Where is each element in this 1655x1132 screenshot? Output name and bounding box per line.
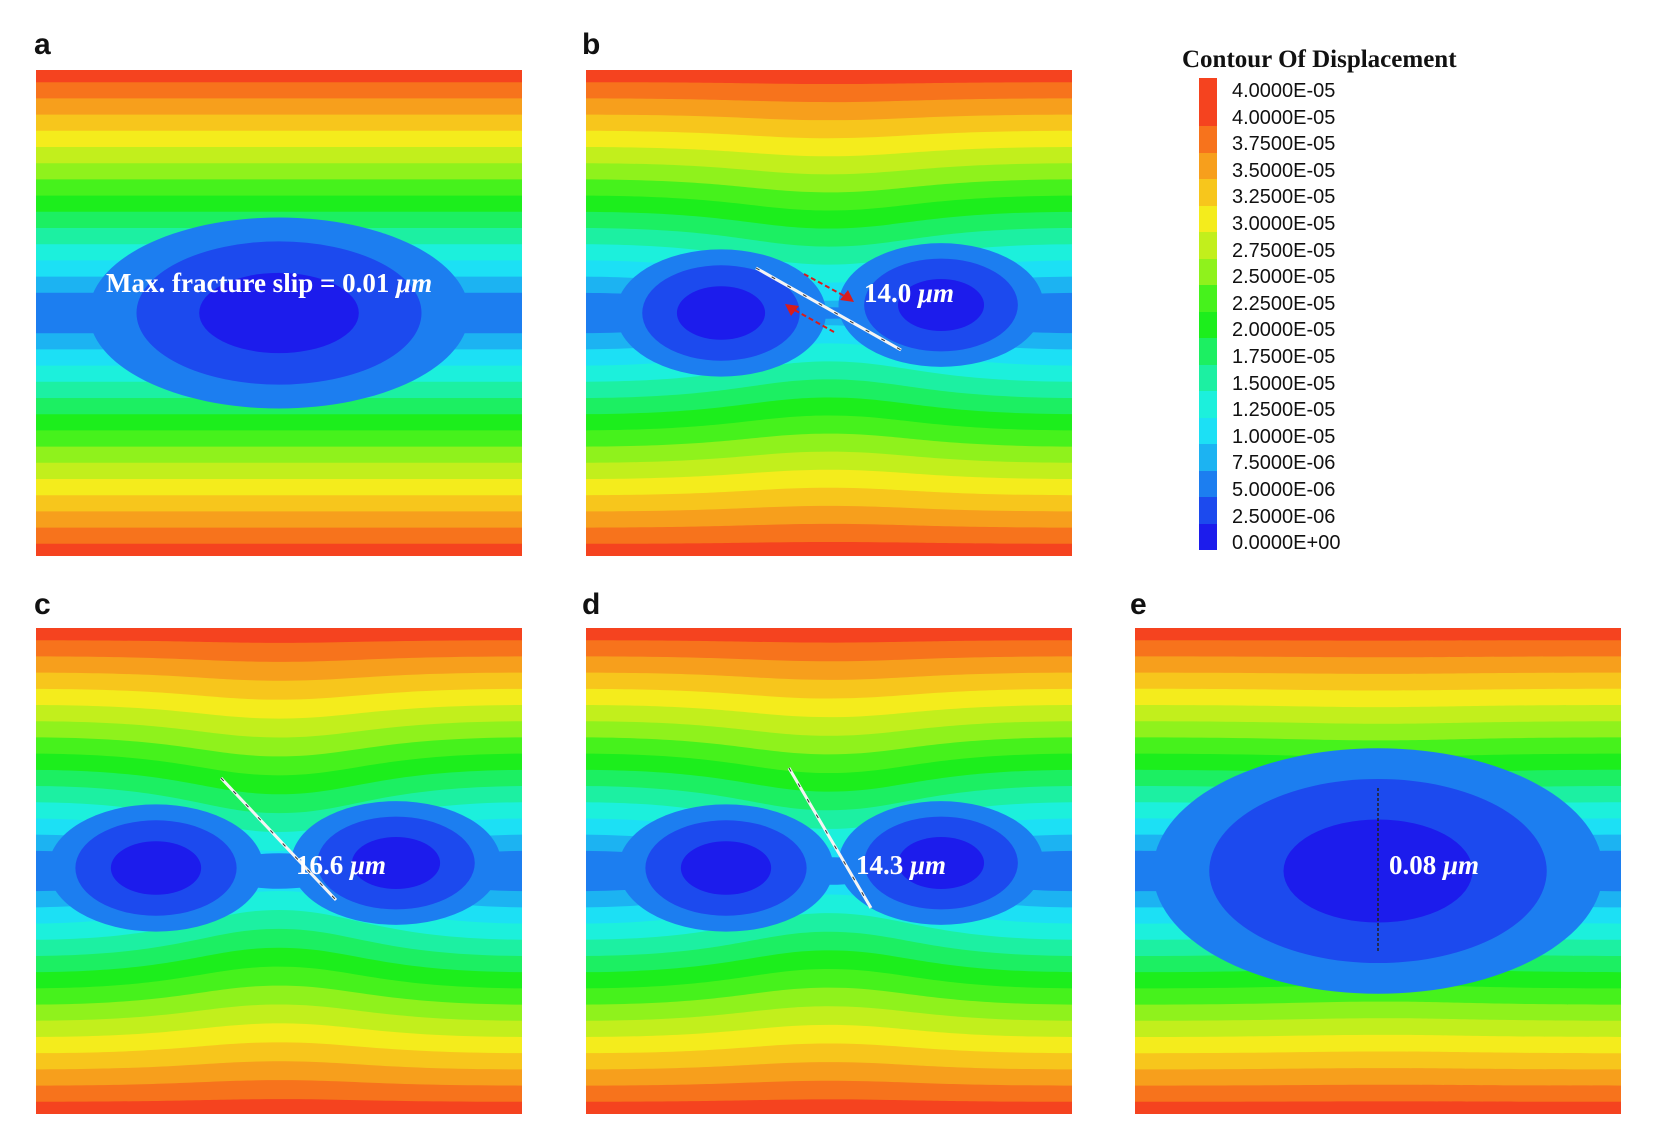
- contour-lobe: [897, 279, 985, 331]
- contour-plot-b: 14.0 μm: [586, 70, 1072, 556]
- slip-unit: μm: [916, 278, 954, 308]
- panel-letter-b: b: [582, 28, 601, 61]
- slip-value: Max. fracture slip = 0.01: [106, 268, 396, 298]
- legend-colorbar: [1199, 78, 1217, 558]
- slip-arrow: [790, 307, 835, 333]
- fracture-line: [787, 767, 873, 909]
- legend-label: 4.0000E-05: [1232, 80, 1336, 102]
- slip-value: 16.6: [296, 850, 350, 880]
- legend-label: 2.2500E-05: [1232, 292, 1336, 315]
- contour-lobe: [351, 837, 441, 889]
- legend-swatch: [1199, 364, 1217, 391]
- legend-label: 2.7500E-05: [1232, 239, 1336, 262]
- slip-arrowhead: [840, 290, 854, 302]
- slip-unit: μm: [1441, 850, 1479, 880]
- legend-swatch: [1199, 258, 1217, 285]
- legend-label: 3.7500E-05: [1232, 133, 1336, 156]
- legend-swatch: [1199, 523, 1217, 550]
- contour-band: [36, 850, 522, 892]
- contour-panel-b: 14.0 μm: [586, 70, 1072, 556]
- slip-value: 14.3: [856, 850, 910, 880]
- legend-title: Contour Of Displacement: [1182, 46, 1457, 73]
- slip-label-a: Max. fracture slip = 0.01 μm: [106, 268, 432, 298]
- legend-swatch: [1199, 126, 1217, 153]
- legend-label: 1.0000E-05: [1232, 425, 1336, 448]
- fracture-line: [219, 776, 338, 902]
- legend-label: 2.5000E-06: [1232, 505, 1336, 528]
- legend-swatch: [1199, 470, 1217, 497]
- slip-unit: μm: [394, 268, 432, 298]
- panel-letter-a: a: [34, 28, 51, 61]
- contour-lobe: [680, 841, 772, 895]
- slip-unit: μm: [908, 850, 946, 880]
- contour-plot-d: 14.3 μm: [586, 628, 1072, 1114]
- legend-swatch: [1199, 444, 1217, 471]
- panel-letter-d: d: [582, 588, 601, 621]
- contour-plot-e: 0.08 μm: [1135, 628, 1621, 1114]
- legend-swatch: [1199, 205, 1217, 232]
- legend-label: 3.0000E-05: [1232, 213, 1336, 235]
- legend-swatch: [1199, 391, 1217, 418]
- fracture-line: [755, 266, 902, 352]
- slip-unit: μm: [348, 850, 386, 880]
- legend-swatch: [1199, 338, 1217, 365]
- legend-swatch: [1199, 311, 1217, 338]
- legend-label: 2.5000E-05: [1232, 266, 1336, 289]
- legend-swatch: [1199, 152, 1217, 179]
- legend-label: 2.0000E-05: [1232, 319, 1336, 342]
- legend-label: 3.2500E-05: [1232, 186, 1336, 209]
- legend-swatch: [1199, 497, 1217, 524]
- contour-lobe: [897, 837, 985, 889]
- legend-swatch: [1199, 232, 1217, 259]
- legend-swatch: [1199, 78, 1217, 126]
- legend-swatch: [1199, 417, 1217, 444]
- contour-lobe: [199, 272, 359, 354]
- legend-label: 1.5000E-05: [1232, 372, 1336, 395]
- contour-plot-a: Max. fracture slip = 0.01 μm: [36, 70, 522, 556]
- contour-plot-c: 16.6 μm: [36, 628, 522, 1114]
- legend-label: 0.0000E+00: [1232, 532, 1341, 555]
- slip-value: 0.08: [1389, 850, 1443, 880]
- contour-panel-e: 0.08 μm: [1135, 628, 1621, 1114]
- slip-label-c: 16.6 μm: [296, 850, 386, 880]
- legend-label: 3.5000E-05: [1232, 159, 1336, 182]
- slip-value: 14.0: [864, 278, 918, 308]
- slip-label-d: 14.3 μm: [856, 850, 946, 880]
- contour-lobe: [676, 286, 766, 340]
- slip-label-b: 14.0 μm: [864, 278, 954, 308]
- panel-letter-c: c: [34, 588, 51, 621]
- slip-label-e: 0.08 μm: [1389, 850, 1479, 880]
- contour-lobe: [110, 841, 202, 895]
- legend-label: 1.2500E-05: [1232, 399, 1336, 422]
- contour-panel-d: 14.3 μm: [586, 628, 1072, 1114]
- slip-arrow: [803, 273, 849, 299]
- legend-swatch: [1199, 179, 1217, 206]
- legend-label: 4.0000E-05: [1232, 106, 1336, 129]
- panel-letter-e: e: [1130, 588, 1147, 621]
- contour-panel-a: Max. fracture slip = 0.01 μm: [36, 70, 522, 556]
- contour-panel-c: 16.6 μm: [36, 628, 522, 1114]
- legend-label: 1.7500E-05: [1232, 346, 1336, 368]
- legend-label: 5.0000E-06: [1232, 479, 1336, 501]
- legend-label: 7.5000E-06: [1232, 452, 1336, 475]
- slip-arrowhead: [785, 304, 799, 316]
- legend-swatch: [1199, 285, 1217, 312]
